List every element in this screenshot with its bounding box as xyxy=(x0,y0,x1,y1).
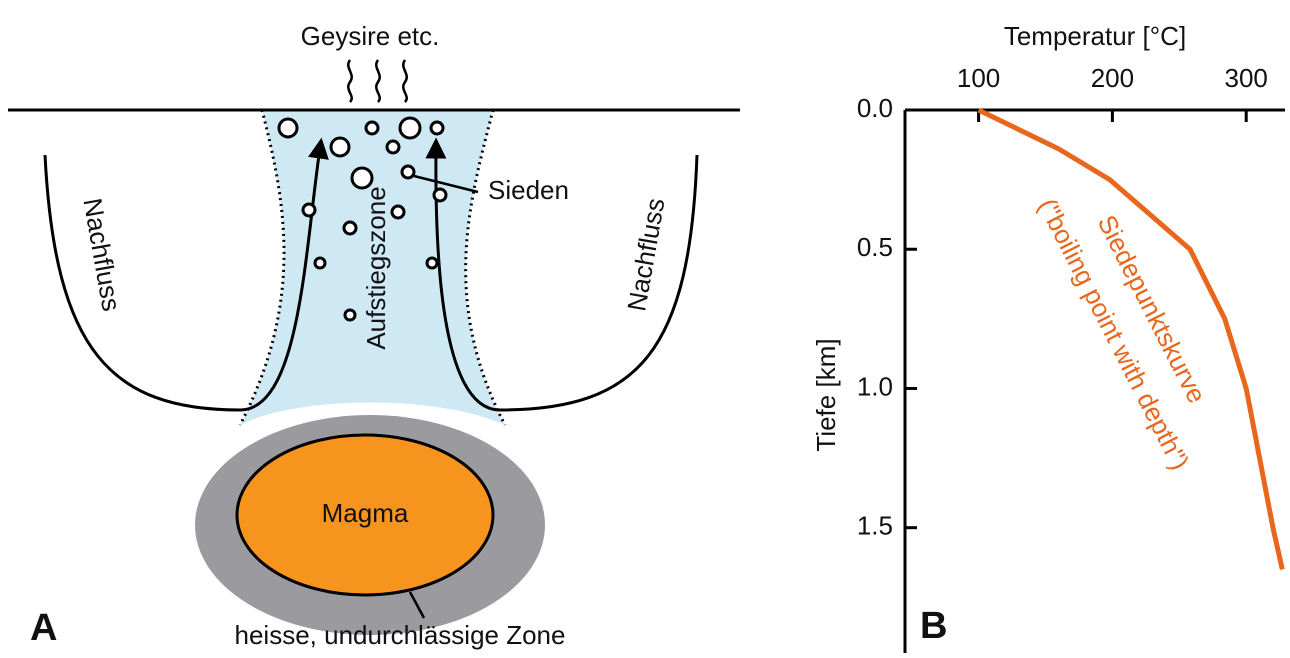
panel-a: Geysire etc. Sieden Nachfluss Nachfluss … xyxy=(8,21,740,650)
x-tick-label: 300 xyxy=(1225,63,1268,93)
x-tick-label: 200 xyxy=(1091,63,1134,93)
label: Aufstiegszone xyxy=(361,186,391,349)
y-tick-label: 0.5 xyxy=(857,232,893,262)
y-tick-label: 1.0 xyxy=(857,371,893,401)
y-tick-label: 0.0 xyxy=(857,93,893,123)
steam xyxy=(348,60,406,102)
y-tick-label: 1.5 xyxy=(857,511,893,541)
label: Nachfluss xyxy=(621,196,670,314)
label: heisse, undurchlässige Zone xyxy=(235,620,566,650)
figure: Geysire etc. Sieden Nachfluss Nachfluss … xyxy=(0,0,1290,653)
label: Sieden xyxy=(488,175,569,205)
label: Nachfluss xyxy=(77,196,126,314)
label: Magma xyxy=(322,498,409,528)
x-axis-label: Temperatur [°C] xyxy=(1004,21,1186,51)
panel-b: Temperatur [°C] Tiefe [km] B 100 200 300 0.… xyxy=(811,21,1285,653)
y-axis-label: Tiefe [km] xyxy=(811,338,841,451)
panel-label: B xyxy=(920,605,947,647)
panel-label: A xyxy=(30,607,57,649)
x-tick-label: 100 xyxy=(957,63,1000,93)
label: Geysire etc. xyxy=(301,21,440,51)
